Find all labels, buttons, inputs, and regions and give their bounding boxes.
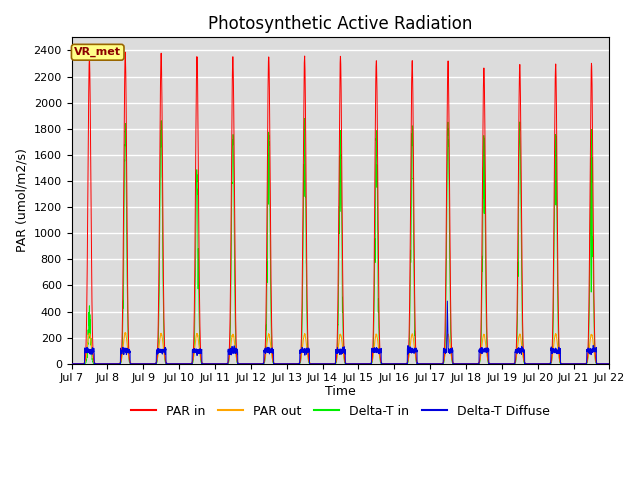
Title: Photosynthetic Active Radiation: Photosynthetic Active Radiation bbox=[208, 15, 472, 33]
Legend: PAR in, PAR out, Delta-T in, Delta-T Diffuse: PAR in, PAR out, Delta-T in, Delta-T Dif… bbox=[126, 400, 554, 423]
X-axis label: Time: Time bbox=[325, 385, 356, 398]
Y-axis label: PAR (umol/m2/s): PAR (umol/m2/s) bbox=[15, 149, 28, 252]
Text: VR_met: VR_met bbox=[74, 47, 121, 58]
